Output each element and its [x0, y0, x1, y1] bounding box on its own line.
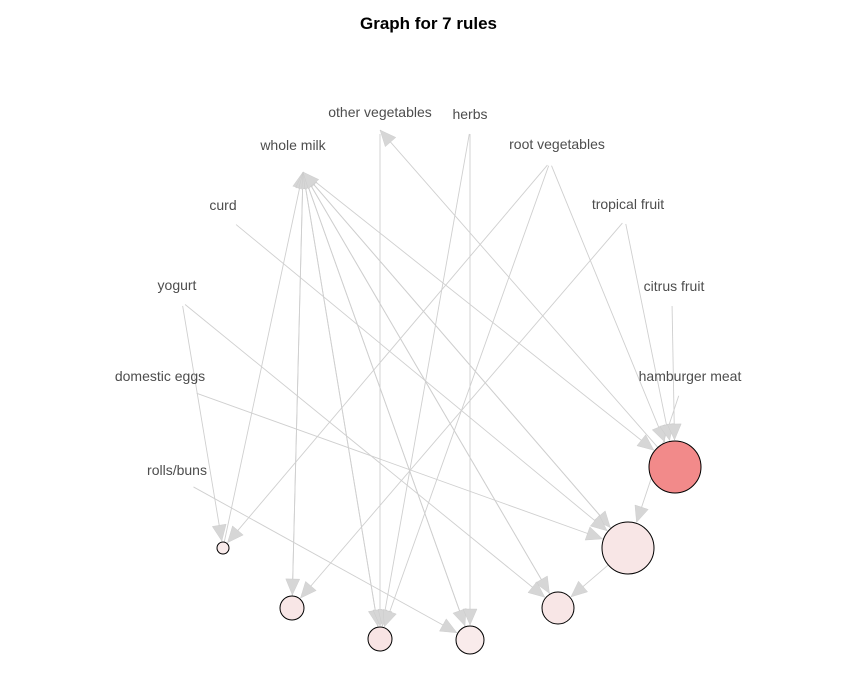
item-label-domestic-eggs: domestic eggs: [115, 368, 205, 384]
edge-r6-to-whole_milk: [302, 171, 612, 529]
rule-node-r6: [601, 521, 655, 575]
edge-yogurt-to-r1: [182, 305, 223, 542]
arrowhead-r6-to-r5: [570, 580, 588, 598]
item-label-herbs: herbs: [452, 106, 487, 122]
edges-layer: [182, 129, 680, 634]
rule-node-r5: [541, 591, 575, 625]
arrowhead-r6-to-whole_milk: [302, 171, 320, 190]
item-label-citrus-fruit: citrus fruit: [644, 278, 705, 294]
edge-yogurt-to-r5: [184, 304, 546, 598]
arrowhead-rolls_buns-to-r4: [439, 618, 458, 633]
arrowhead-tropical_fruit-to-r2: [300, 581, 317, 599]
item-label-curd: curd: [209, 197, 236, 213]
edge-r7-to-other_vegetables: [379, 129, 659, 448]
arrowhead-hamburger_meat-to-r6: [634, 504, 649, 523]
arrowhead-herbs-to-r4: [462, 608, 478, 626]
item-label-root-vegetables: root vegetables: [509, 136, 605, 152]
rule-node-r4: [455, 625, 485, 655]
graph-title: Graph for 7 rules: [360, 14, 497, 33]
edge-whole_milk-to-r7: [305, 174, 655, 451]
item-label-rolls-buns: rolls/buns: [147, 462, 207, 478]
arrowhead-whole_milk-to-r7: [636, 434, 655, 451]
edge-rolls_buns-to-r4: [193, 486, 458, 634]
edge-r4-to-whole_milk: [302, 171, 466, 627]
rule-node-r3: [367, 626, 393, 652]
edge-r5-to-whole_milk: [302, 171, 551, 595]
arrowheads-layer: [211, 129, 682, 633]
arrowhead-root_vegetables-to-r3: [382, 609, 397, 628]
item-label-other-vegetables: other vegetables: [328, 104, 432, 120]
arrowhead-domestic_eggs-to-r6: [584, 526, 604, 541]
edge-citrus_fruit-to-r7: [671, 305, 675, 441]
edge-r1-to-whole_milk: [223, 171, 304, 543]
edge-root_vegetables-to-r1: [227, 164, 548, 543]
arrowhead-yogurt-to-r5: [527, 581, 546, 598]
item-label-whole-milk: whole milk: [259, 137, 326, 153]
rule-node-r1: [216, 541, 230, 555]
arrowhead-yogurt-to-r1: [211, 523, 227, 542]
edge-herbs-to-r3: [381, 133, 470, 627]
arrowhead-curd-to-r6: [590, 514, 608, 532]
arrowhead-root_vegetables-to-r1: [227, 525, 244, 544]
arrowhead-whole_milk-to-r4: [452, 608, 467, 627]
rule-node-r7: [648, 440, 702, 494]
edge-r2-to-whole_milk: [291, 171, 304, 597]
arrowhead-r7-to-other_vegetables: [379, 129, 397, 148]
item-label-hamburger-meat: hamburger meat: [639, 368, 742, 384]
rule-node-r2: [279, 595, 305, 621]
edge-root_vegetables-to-r3: [383, 165, 550, 627]
rule-nodes-layer: [216, 440, 702, 655]
edge-root_vegetables-to-r7: [551, 165, 666, 443]
edge-r3-to-whole_milk: [302, 171, 379, 628]
arrowhead-whole_milk-to-r2: [285, 578, 301, 596]
item-label-tropical-fruit: tropical fruit: [592, 196, 664, 212]
item-label-yogurt: yogurt: [158, 277, 197, 293]
item-labels-layer: other vegetables herbs root vegetables trop…: [115, 104, 742, 478]
arrowhead-whole_milk-to-r5: [534, 575, 550, 594]
arrowhead-citrus_fruit-to-r7: [666, 423, 682, 441]
edge-tropical_fruit-to-r7: [625, 223, 671, 441]
edge-domestic_eggs-to-r6: [196, 392, 603, 540]
edge-curd-to-r6: [235, 224, 608, 532]
